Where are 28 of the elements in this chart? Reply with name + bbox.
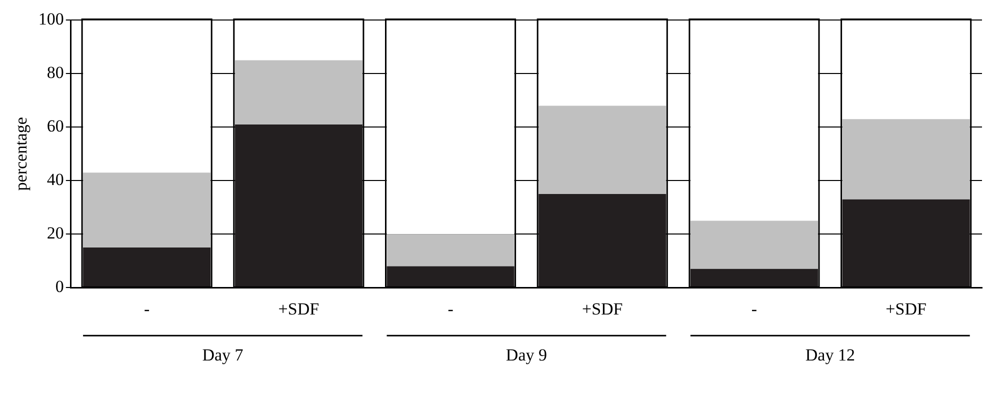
bar — [386, 234, 514, 266]
y-axis-title: percentage — [12, 117, 31, 191]
bar — [842, 119, 970, 200]
x-tick-label: +SDF — [278, 299, 320, 318]
bar — [690, 268, 818, 288]
bar — [842, 199, 970, 288]
text: Day 12 — [805, 346, 855, 365]
y-tick-label: 80 — [46, 63, 64, 82]
bar — [234, 124, 362, 288]
x-tick-label: +SDF — [886, 299, 926, 318]
y-tick-label: 0 — [55, 277, 64, 296]
y-tick-label: 100 — [38, 10, 64, 29]
x-tick-label: +SDF — [582, 299, 623, 318]
y-tick-label: 60 — [46, 116, 64, 136]
bar — [386, 266, 514, 288]
bar — [83, 172, 211, 248]
x-tick-label: - — [448, 299, 454, 318]
bar — [690, 220, 818, 269]
text: Day 9 — [506, 346, 547, 365]
bar — [83, 247, 211, 288]
bar — [538, 106, 666, 194]
bar — [234, 60, 362, 124]
y-tick-label: 20 — [46, 224, 64, 243]
bar — [538, 194, 666, 288]
y-tick-label: 40 — [46, 170, 64, 190]
text: Day 7 — [202, 346, 244, 365]
x-tick-label: - — [144, 299, 150, 318]
x-tick-label: - — [751, 299, 758, 318]
